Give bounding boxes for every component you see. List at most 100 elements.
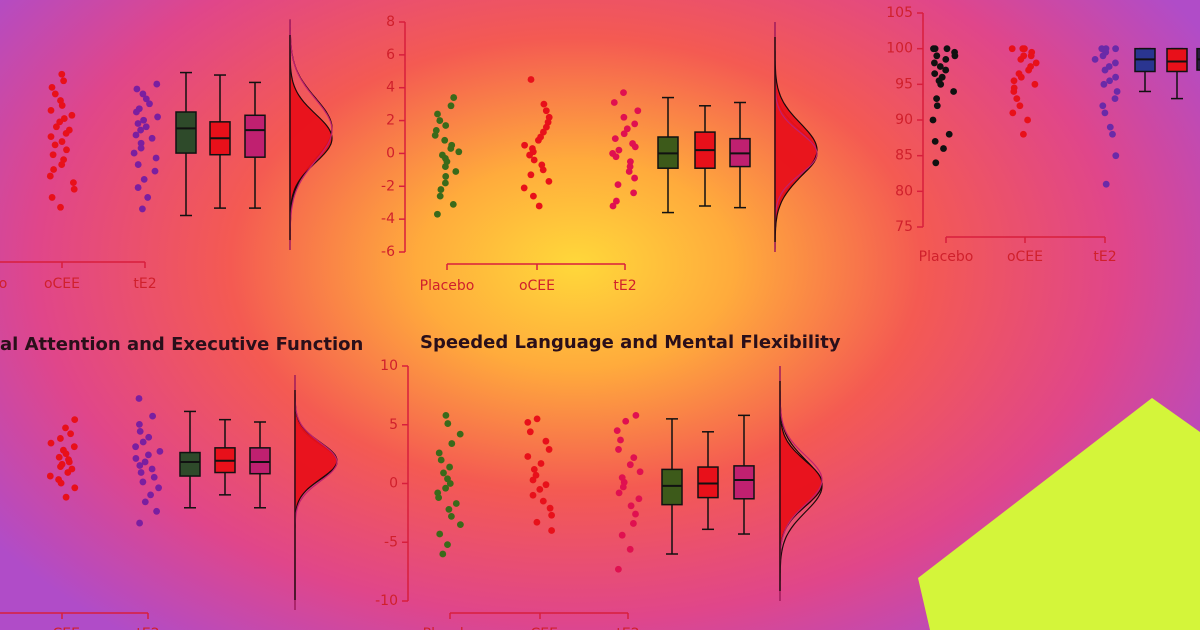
data-point [132, 131, 140, 139]
data-point [444, 420, 452, 427]
data-point [145, 451, 152, 459]
data-point [447, 145, 455, 152]
box [661, 468, 683, 506]
data-point [627, 158, 634, 166]
box [697, 466, 719, 499]
data-point [611, 135, 619, 143]
data-point [56, 118, 64, 126]
data-point [626, 545, 634, 553]
data-point [930, 45, 937, 53]
data-point [931, 138, 939, 145]
data-point [631, 143, 639, 151]
data-point [1113, 88, 1121, 95]
data-point [442, 163, 449, 170]
data-point [150, 473, 158, 481]
data-point [141, 458, 149, 466]
data-point [1101, 66, 1109, 74]
data-point [950, 88, 957, 95]
data-point [142, 95, 150, 103]
data-point [134, 184, 142, 191]
data-point [51, 141, 59, 149]
data-point [540, 100, 548, 108]
data-point [456, 430, 464, 438]
data-point [627, 502, 635, 510]
data-point [636, 468, 644, 476]
data-point [134, 120, 142, 127]
data-point [1111, 95, 1119, 102]
y-tick-label: 0 [386, 145, 395, 161]
data-point [62, 129, 70, 137]
data-point [437, 456, 445, 464]
data-point [53, 123, 60, 131]
data-point [65, 458, 73, 466]
data-point [622, 417, 630, 425]
data-point [537, 460, 545, 467]
data-point [148, 465, 156, 473]
data-point [933, 102, 941, 110]
data-point [613, 197, 620, 205]
data-point [70, 185, 78, 193]
data-point [618, 531, 626, 539]
data-point [620, 89, 627, 97]
data-point [1102, 180, 1110, 188]
y-tick-label: 4 [386, 80, 395, 96]
data-point [942, 66, 950, 74]
data-point [546, 504, 554, 512]
y-tick-label: 5 [389, 417, 398, 433]
x-tick-label: oCEE [44, 626, 80, 630]
data-point [142, 123, 150, 131]
chart-title: Speeded Language and Mental Flexibility [420, 332, 841, 353]
data-point [615, 446, 622, 453]
data-point [1112, 45, 1119, 53]
data-point [437, 186, 445, 193]
data-point [457, 521, 464, 529]
data-point [1010, 88, 1018, 95]
data-point [434, 210, 441, 218]
data-point [49, 151, 57, 159]
data-point [1091, 55, 1099, 63]
data-point [436, 117, 444, 124]
data-point [146, 100, 153, 108]
data-point [47, 439, 55, 447]
data-point [635, 495, 643, 503]
data-point [543, 123, 550, 131]
x-tick-label: tE2 [613, 278, 636, 294]
data-point [536, 485, 544, 493]
data-point [615, 489, 623, 497]
x-tick-label: oCEE [44, 276, 80, 292]
data-point [156, 447, 164, 455]
data-point [57, 479, 65, 487]
data-point [620, 130, 628, 138]
x-tick-label: oCEE [522, 626, 558, 630]
data-point [1017, 55, 1025, 63]
data-point [452, 500, 460, 507]
data-point [1009, 109, 1017, 117]
data-point [445, 505, 453, 513]
data-point [610, 99, 618, 106]
data-point [441, 136, 449, 144]
data-point [58, 138, 66, 145]
data-point [520, 184, 528, 192]
data-point [545, 446, 553, 453]
data-point [1017, 73, 1025, 81]
data-point [442, 173, 450, 180]
y-tick-label: 80 [895, 183, 913, 199]
data-point [524, 453, 532, 460]
data-point [133, 85, 141, 93]
data-point [548, 527, 555, 534]
data-point [1027, 52, 1035, 60]
data-point [933, 52, 941, 60]
data-point [137, 126, 145, 134]
data-point [530, 156, 538, 164]
box [1166, 47, 1188, 73]
data-point [1031, 80, 1039, 88]
data-point [545, 177, 553, 185]
data-point [63, 146, 70, 154]
box [733, 465, 755, 500]
data-point [57, 203, 64, 211]
data-point [70, 179, 77, 187]
data-point [1106, 123, 1114, 131]
data-point [530, 466, 538, 473]
data-point [931, 70, 939, 78]
